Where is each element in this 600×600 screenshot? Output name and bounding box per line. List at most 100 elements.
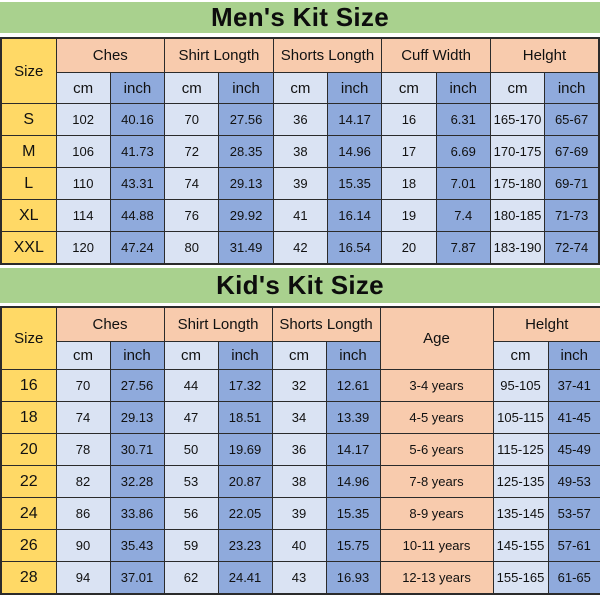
- unit-cm-header: cm: [272, 72, 328, 104]
- cell-inch-value: 14.96: [326, 135, 383, 168]
- cell-cm-value: 114: [55, 199, 111, 232]
- cell-height-inch-value: 57-61: [547, 529, 600, 562]
- cell-cm-value: 47: [163, 401, 219, 434]
- unit-cm-header: cm: [55, 341, 111, 370]
- cell-inch-value: 37.01: [109, 561, 165, 595]
- cell-cm-value: 94: [55, 561, 111, 595]
- cell-cm-value: 175-180: [489, 167, 546, 200]
- cell-cm-value: 86: [55, 497, 111, 530]
- cell-cm-value: 102: [55, 103, 111, 136]
- cell-cm-value: 39: [272, 167, 328, 200]
- table-row: 22 82 32.28 53 20.87 38 14.96 7-8 years …: [0, 465, 600, 498]
- cell-cm-value: 120: [55, 231, 111, 265]
- cell-age-value: 7-8 years: [379, 465, 494, 498]
- cell-inch-value: 16.93: [325, 561, 381, 595]
- cell-inch-value: 65-67: [544, 103, 600, 136]
- cell-inch-value: 14.17: [326, 103, 383, 136]
- cell-cm-value: 44: [163, 369, 219, 402]
- unit-cm-header: cm: [163, 341, 219, 370]
- unit-cm-header: cm: [164, 72, 220, 104]
- cell-age-value: 4-5 years: [379, 401, 494, 434]
- cell-height-inch-value: 53-57: [547, 497, 600, 530]
- cell-cm-value: 62: [163, 561, 219, 595]
- cell-inch-value: 16.14: [326, 199, 383, 232]
- unit-inch-header: inch: [325, 341, 381, 370]
- cell-inch-value: 6.69: [435, 135, 491, 168]
- row-size-label: 22: [0, 465, 57, 498]
- table-row: 26 90 35.43 59 23.23 40 15.75 10-11 year…: [0, 529, 600, 562]
- cell-inch-value: 31.49: [218, 231, 274, 265]
- cell-cm-value: 42: [272, 231, 328, 265]
- cell-height-cm-value: 95-105: [492, 369, 549, 402]
- cell-cm-value: 59: [163, 529, 219, 562]
- cell-inch-value: 17.32: [217, 369, 273, 402]
- cell-inch-value: 41.73: [109, 135, 166, 168]
- mens-shorts-length-header: Shorts Longth: [272, 37, 383, 73]
- unit-inch-header: inch: [218, 72, 274, 104]
- cell-cm-value: 34: [271, 401, 327, 434]
- cell-cm-value: 82: [55, 465, 111, 498]
- cell-inch-value: 69-71: [544, 167, 600, 200]
- cell-cm-value: 80: [164, 231, 220, 265]
- kids-shorts-length-header: Shorts Longth: [271, 306, 381, 342]
- cell-inch-value: 15.35: [325, 497, 381, 530]
- cell-inch-value: 30.71: [109, 433, 165, 466]
- mens-shirt-length-header: Shirt Longth: [164, 37, 274, 73]
- row-size-label: L: [0, 167, 57, 200]
- cell-cm-value: 78: [55, 433, 111, 466]
- cell-cm-value: 170-175: [489, 135, 546, 168]
- cell-cm-value: 17: [381, 135, 437, 168]
- cell-inch-value: 33.86: [109, 497, 165, 530]
- cell-inch-value: 28.35: [218, 135, 274, 168]
- kids-age-header: Age: [379, 306, 494, 370]
- cell-inch-value: 71-73: [544, 199, 600, 232]
- row-size-label: XXL: [0, 231, 57, 265]
- cell-inch-value: 14.17: [325, 433, 381, 466]
- cell-age-value: 5-6 years: [379, 433, 494, 466]
- row-size-label: M: [0, 135, 57, 168]
- cell-inch-value: 29.13: [218, 167, 274, 200]
- cell-inch-value: 29.92: [218, 199, 274, 232]
- mens-cuff-width-header: Cuff Width: [381, 37, 491, 73]
- cell-inch-value: 27.56: [218, 103, 274, 136]
- cell-cm-value: 90: [55, 529, 111, 562]
- unit-cm-header: cm: [381, 72, 437, 104]
- cell-inch-value: 67-69: [544, 135, 600, 168]
- kids-size-column-header: Size: [0, 306, 57, 370]
- cell-height-cm-value: 135-145: [492, 497, 549, 530]
- cell-height-cm-value: 125-135: [492, 465, 549, 498]
- table-row: 20 78 30.71 50 19.69 36 14.17 5-6 years …: [0, 433, 600, 466]
- cell-inch-value: 22.05: [217, 497, 273, 530]
- cell-inch-value: 6.31: [435, 103, 491, 136]
- cell-cm-value: 106: [55, 135, 111, 168]
- row-size-label: S: [0, 103, 57, 136]
- cell-cm-value: 39: [271, 497, 327, 530]
- cell-cm-value: 20: [381, 231, 437, 265]
- mens-chest-header: Ches: [55, 37, 166, 73]
- cell-cm-value: 180-185: [489, 199, 546, 232]
- cell-cm-value: 36: [272, 103, 328, 136]
- unit-cm-header: cm: [492, 341, 549, 370]
- cell-height-inch-value: 41-45: [547, 401, 600, 434]
- cell-inch-value: 7.87: [435, 231, 491, 265]
- cell-inch-value: 14.96: [325, 465, 381, 498]
- cell-height-inch-value: 45-49: [547, 433, 600, 466]
- cell-inch-value: 7.01: [435, 167, 491, 200]
- cell-height-cm-value: 155-165: [492, 561, 549, 595]
- unit-inch-header: inch: [217, 341, 273, 370]
- cell-inch-value: 24.41: [217, 561, 273, 595]
- cell-inch-value: 13.39: [325, 401, 381, 434]
- unit-cm-header: cm: [489, 72, 546, 104]
- cell-cm-value: 16: [381, 103, 437, 136]
- cell-height-inch-value: 49-53: [547, 465, 600, 498]
- unit-inch-header: inch: [435, 72, 491, 104]
- kids-shirt-length-header: Shirt Longth: [163, 306, 273, 342]
- cell-inch-value: 20.87: [217, 465, 273, 498]
- cell-inch-value: 47.24: [109, 231, 166, 265]
- unit-cm-header: cm: [271, 341, 327, 370]
- cell-cm-value: 183-190: [489, 231, 546, 265]
- cell-inch-value: 43.31: [109, 167, 166, 200]
- unit-inch-header: inch: [326, 72, 383, 104]
- cell-inch-value: 32.28: [109, 465, 165, 498]
- cell-cm-value: 41: [272, 199, 328, 232]
